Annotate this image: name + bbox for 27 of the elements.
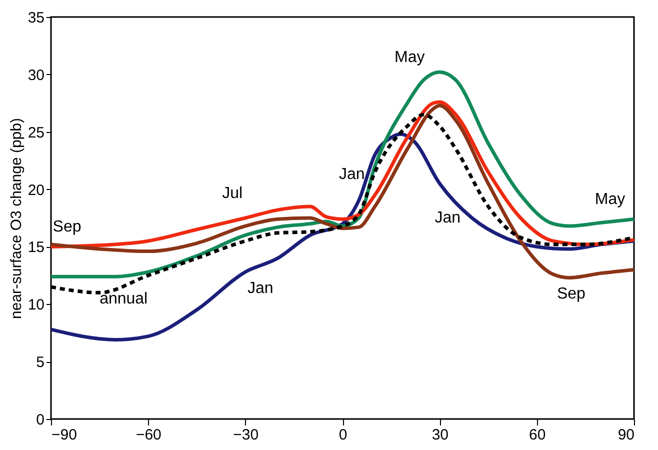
x-tick-label: 0	[338, 426, 348, 444]
x-tick-label: 30	[432, 426, 449, 444]
annotation: May	[394, 49, 425, 66]
y-tick-label: 0	[36, 412, 44, 428]
y-tick-label: 5	[36, 354, 44, 372]
y-tick-label: 20	[28, 182, 44, 199]
annotation: Jan	[338, 166, 365, 183]
annotation: May	[594, 191, 626, 208]
x-tick-label: −90	[52, 426, 77, 444]
x-tick-label: 90	[618, 426, 634, 444]
y-tick-label: 25	[28, 124, 44, 142]
annotation: Jan	[247, 280, 274, 297]
x-tick-label: −30	[233, 426, 259, 444]
line-series	[49, 70, 636, 278]
annotation: Jul	[222, 185, 243, 202]
annotation: Sep	[556, 286, 586, 303]
y-tick-label: 10	[28, 296, 44, 314]
annotation: annual	[100, 290, 148, 308]
y-tick-label: 15	[28, 239, 44, 256]
x-tick-label: −60	[136, 426, 162, 444]
annotation: Sep	[52, 218, 82, 236]
y-tick-label: 35	[28, 10, 44, 26]
y-tick-label: 30	[28, 66, 44, 84]
annotation: Jan	[434, 210, 461, 227]
line-series	[49, 100, 636, 248]
x-tick-label: 60	[528, 426, 546, 444]
y-axis-title: near-surface O3 change (ppb)	[8, 118, 25, 319]
